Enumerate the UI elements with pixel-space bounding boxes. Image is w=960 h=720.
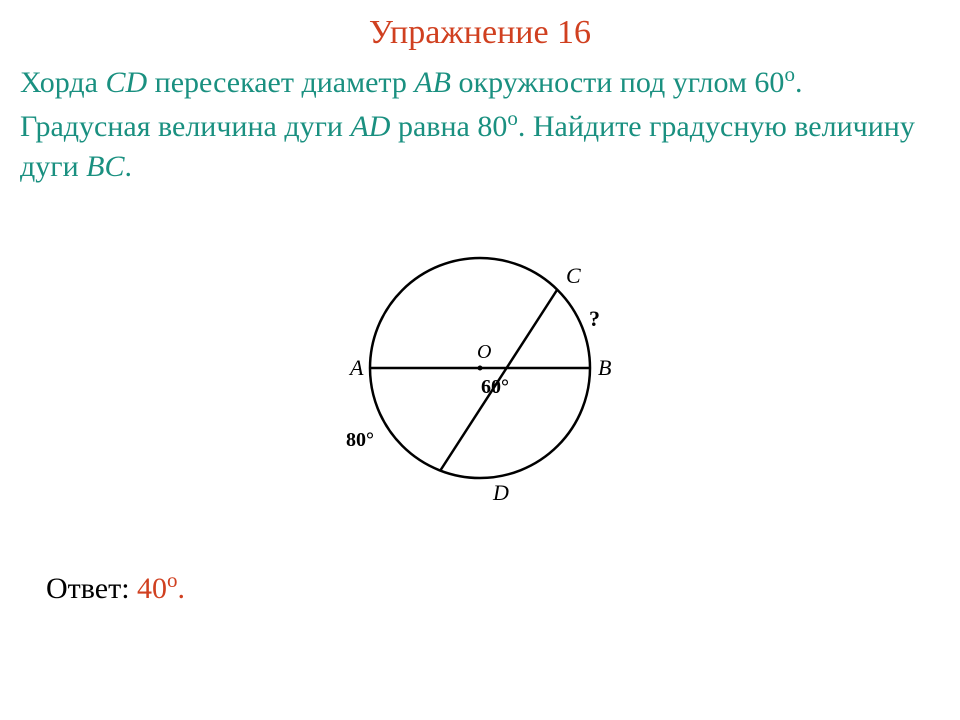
- circle-diagram-svg: A B C D O 60° 80° ?: [320, 228, 640, 508]
- chord-cd: CD: [105, 66, 147, 99]
- label-o: O: [477, 341, 491, 363]
- problem-statement: Хорда CD пересекает диаметр AB окружност…: [0, 52, 960, 188]
- degree-symbol: о: [507, 106, 518, 130]
- answer-degree: о: [167, 568, 178, 592]
- text-part: Хорда: [20, 66, 105, 99]
- answer-period: .: [178, 572, 186, 605]
- arc-ad: AD: [350, 110, 390, 143]
- text-part: .: [124, 150, 132, 183]
- label-d: D: [492, 480, 509, 505]
- text-part: равна 80: [390, 110, 507, 143]
- label-a: A: [348, 355, 364, 380]
- angle-60: 60°: [481, 376, 509, 398]
- degree-symbol: о: [784, 62, 795, 86]
- center-dot: [478, 365, 483, 370]
- label-b: B: [598, 355, 611, 380]
- label-c: C: [566, 263, 581, 288]
- answer-line: Ответ: 40о.: [0, 568, 960, 606]
- diameter-ab: AB: [414, 66, 451, 99]
- answer-value: 40: [137, 572, 167, 605]
- answer-label: Ответ:: [46, 572, 137, 605]
- geometry-diagram: A B C D O 60° 80° ?: [320, 228, 640, 508]
- question-mark: ?: [589, 306, 600, 331]
- arc-80: 80°: [346, 429, 374, 451]
- text-part: пересекает диаметр: [147, 66, 414, 99]
- arc-bc: BC: [86, 150, 124, 183]
- exercise-title: Упражнение 16: [0, 0, 960, 52]
- text-part: окружности под углом 60: [451, 66, 784, 99]
